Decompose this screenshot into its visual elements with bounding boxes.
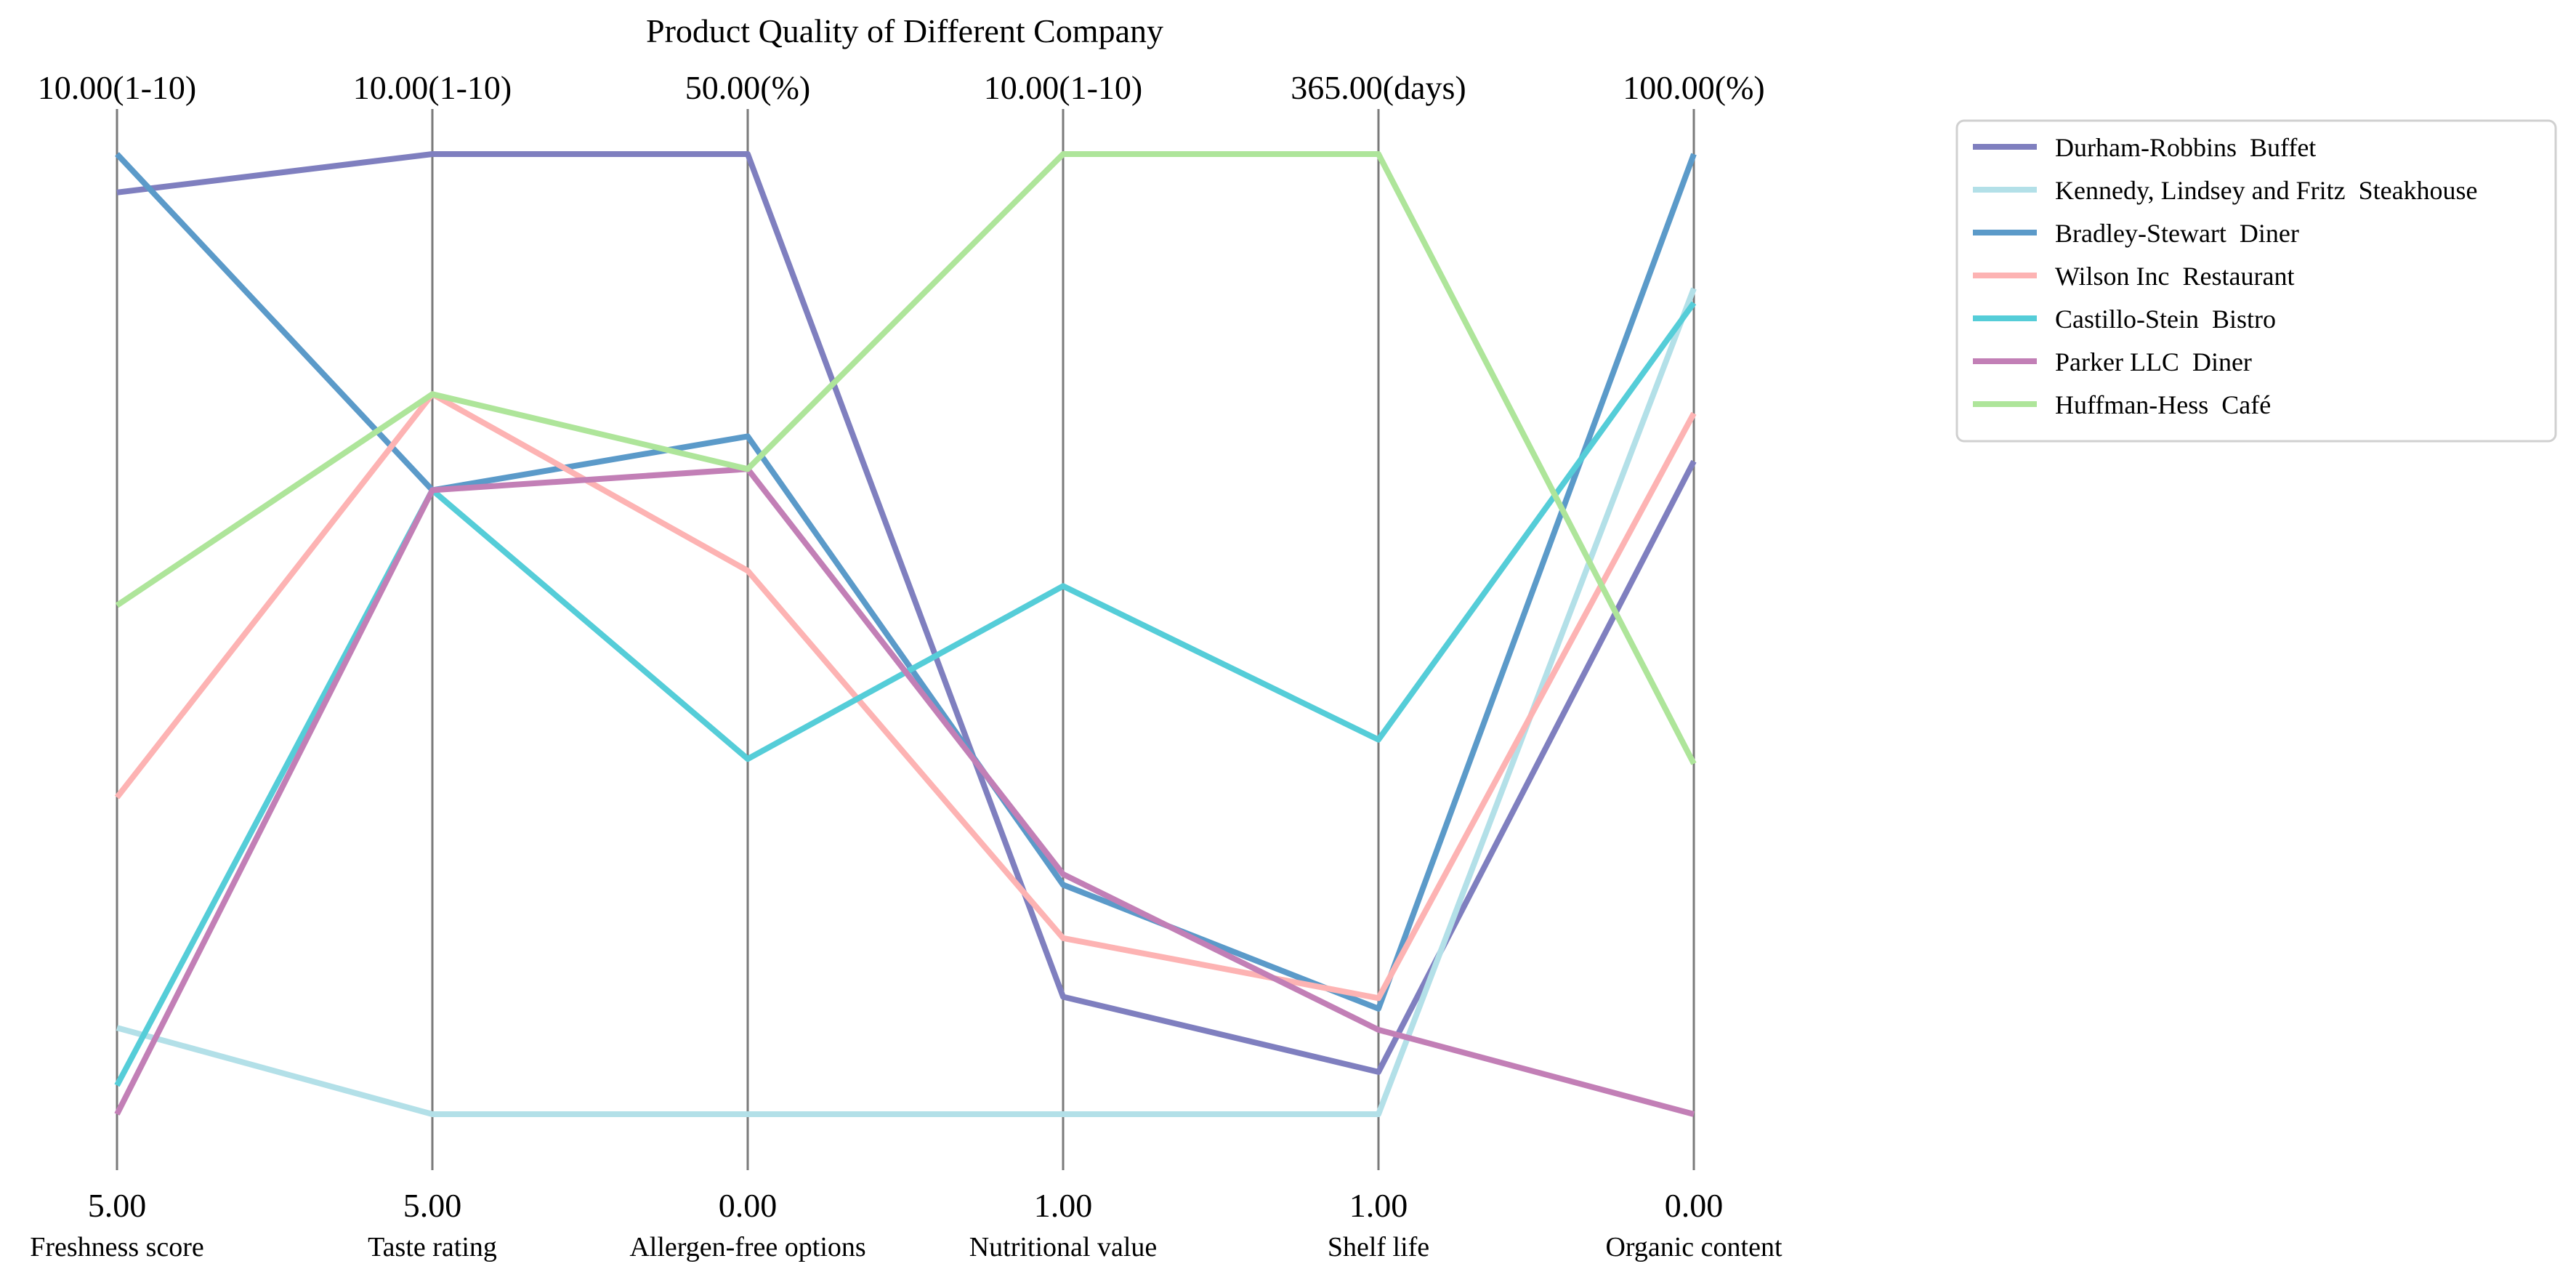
- axis-max-label-freshness-score: 10.00(1-10): [38, 69, 196, 106]
- axis-min-label-organic-content: 0.00: [1665, 1187, 1724, 1224]
- legend-label-kennedy-lindsey-and-fritz-steakhouse: Kennedy, Lindsey and Fritz Steakhouse: [2055, 176, 2478, 205]
- series-line-parker-llc-diner: [114, 466, 1695, 1117]
- series-lines-layer: [114, 151, 1697, 1117]
- axis-min-label-nutritional-value: 1.00: [1034, 1187, 1093, 1224]
- legend-label-wilson-inc-restaurant: Wilson Inc Restaurant: [2055, 262, 2294, 291]
- axis-min-label-allergen-free-options: 0.00: [719, 1187, 778, 1224]
- axes-layer: 10.00(1-10) 5.00 Freshness score 10.00(1-10…: [30, 69, 1782, 1262]
- axis-min-label-taste-rating: 5.00: [403, 1187, 462, 1224]
- axis-min-label-shelf-life: 1.00: [1349, 1187, 1408, 1224]
- series-line-kennedy-lindsey-and-fritz-steakhouse: [116, 287, 1697, 1117]
- axis-max-label-nutritional-value: 10.00(1-10): [984, 69, 1142, 106]
- axis-max-label-allergen-free-options: 50.00(%): [685, 69, 810, 106]
- series-line-durham-robbins-buffet: [116, 151, 1697, 1075]
- legend-label-huffman-hess-caf: Huffman-Hess Café: [2055, 390, 2271, 419]
- chart-title: Product Quality of Different Company: [646, 12, 1163, 49]
- series-line-castillo-stein-bistro: [114, 301, 1697, 1087]
- legend-frame: [1955, 119, 2557, 443]
- axis-title-taste-rating: Taste rating: [368, 1232, 497, 1262]
- axis-title-freshness-score: Freshness score: [30, 1232, 204, 1262]
- series-line-wilson-inc-restaurant: [114, 391, 1697, 1002]
- axis-title-shelf-life: Shelf life: [1328, 1232, 1429, 1262]
- axis-title-nutritional-value: Nutritional value: [969, 1232, 1158, 1262]
- series-line-bradley-stewart-diner: [115, 152, 1697, 1012]
- axis-max-label-shelf-life: 365.00(days): [1291, 69, 1466, 106]
- legend-label-parker-llc-diner: Parker LLC Diner: [2055, 347, 2252, 376]
- axis-max-label-organic-content: 100.00(%): [1623, 69, 1764, 106]
- legend-label-bradley-stewart-diner: Bradley-Stewart Diner: [2055, 219, 2299, 248]
- legend: Durham-Robbins Buffet Kennedy, Lindsey an…: [1955, 119, 2557, 443]
- series-line-huffman-hess-caf: [115, 151, 1697, 765]
- axis-min-label-freshness-score: 5.00: [88, 1187, 147, 1224]
- axis-title-organic-content: Organic content: [1605, 1232, 1782, 1262]
- legend-label-castillo-stein-bistro: Castillo-Stein Bistro: [2055, 305, 2276, 334]
- legend-label-durham-robbins-buffet: Durham-Robbins Buffet: [2055, 133, 2316, 162]
- axis-title-allergen-free-options: Allergen-free options: [629, 1232, 865, 1262]
- axis-max-label-taste-rating: 10.00(1-10): [353, 69, 512, 106]
